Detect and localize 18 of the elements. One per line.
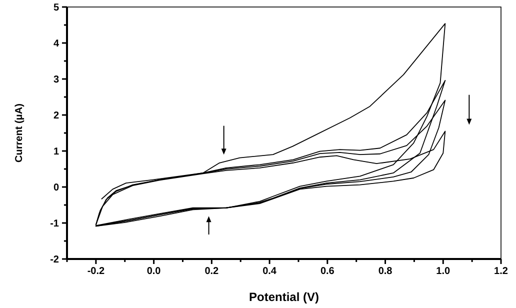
x-tick-label: 0.8 xyxy=(378,266,393,277)
y-tick-label: 1 xyxy=(53,146,60,158)
y-tick-label: -1 xyxy=(50,218,60,230)
x-tick-label: 1.0 xyxy=(436,266,451,277)
x-tick-label: -0.2 xyxy=(87,266,105,277)
y-tick-label: 0 xyxy=(53,182,60,194)
y-tick-label: 4 xyxy=(53,38,60,50)
y-tick-label: -2 xyxy=(50,254,60,266)
x-tick-label: 0.2 xyxy=(204,266,220,277)
x-tick-label: 0.6 xyxy=(320,266,335,277)
x-tick-label: 0.4 xyxy=(262,266,277,277)
y-tick-label: 5 xyxy=(53,2,60,14)
x-axis-title: Potential (V) xyxy=(248,290,320,304)
x-tick-label: 1.2 xyxy=(494,266,508,277)
x-tick-label: 0.0 xyxy=(146,266,162,277)
y-tick-label: 3 xyxy=(53,74,60,86)
y-tick-label: 2 xyxy=(53,110,60,122)
y-axis-title: Current (μA) xyxy=(14,104,25,162)
